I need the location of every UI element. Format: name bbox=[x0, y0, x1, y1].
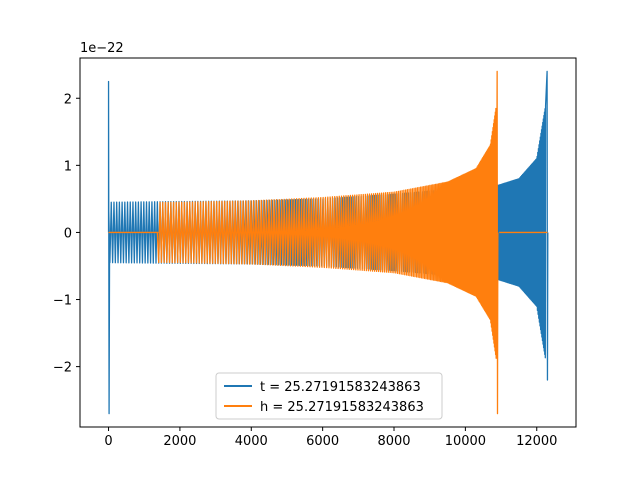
x-tick-label: 10000 bbox=[445, 434, 486, 449]
legend-box bbox=[215, 372, 443, 420]
y-tick-label: −1 bbox=[53, 294, 72, 309]
legend-label: t = 25.27191583243863 bbox=[260, 380, 421, 395]
x-tick-label: 12000 bbox=[516, 434, 557, 449]
legend: t = 25.27191583243863 h = 25.271915832438… bbox=[215, 372, 443, 420]
x-tick-label: 8000 bbox=[377, 434, 410, 449]
y-tick-label: 0 bbox=[64, 226, 72, 241]
legend-label: h = 25.27191583243863 bbox=[260, 400, 424, 415]
plot-area bbox=[107, 70, 549, 415]
x-tick-label: 2000 bbox=[163, 434, 196, 449]
y-axis-offset-label: 1e−22 bbox=[80, 41, 124, 56]
axes-frame bbox=[79, 57, 577, 428]
y-tick-label: 2 bbox=[64, 92, 72, 107]
x-tick-label: 0 bbox=[104, 434, 112, 449]
axes: 0 2000 4000 6000 8000 10000 12000 −2 −1 0 1 2 bbox=[53, 57, 577, 449]
series-group bbox=[107, 70, 549, 415]
y-tick-label: −2 bbox=[53, 361, 72, 376]
x-tick-label: 4000 bbox=[235, 434, 268, 449]
y-tick-label: 1 bbox=[64, 159, 72, 174]
series-line-h bbox=[108, 70, 548, 415]
x-tick-label: 6000 bbox=[306, 434, 339, 449]
